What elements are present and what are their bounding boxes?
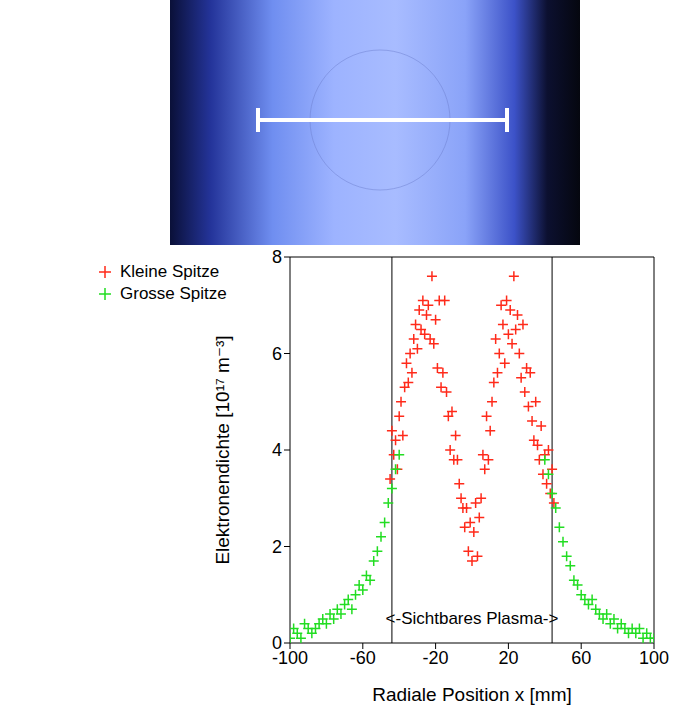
svg-text:0: 0	[272, 633, 282, 653]
svg-text:<-Sichtbares Plasma->: <-Sichtbares Plasma->	[386, 609, 559, 628]
svg-text:8: 8	[272, 247, 282, 267]
svg-text:-20: -20	[423, 648, 449, 668]
svg-text:-60: -60	[350, 648, 376, 668]
svg-text:20: 20	[498, 648, 518, 668]
svg-text:-100: -100	[272, 647, 308, 668]
svg-text:Elektronendichte [10¹⁷ m⁻³]: Elektronendichte [10¹⁷ m⁻³]	[212, 335, 233, 564]
svg-text:Radiale Position x [mm]: Radiale Position x [mm]	[372, 684, 572, 705]
svg-text:100: 100	[639, 648, 669, 668]
html-text:Kleine Spitze: Kleine Spitze	[120, 262, 220, 281]
html-text:Grosse Spitze: Grosse Spitze	[120, 284, 227, 303]
svg-text:6: 6	[272, 344, 282, 364]
svg-text:2: 2	[272, 537, 282, 557]
svg-text:60: 60	[571, 648, 591, 668]
svg-text:4: 4	[272, 440, 282, 460]
